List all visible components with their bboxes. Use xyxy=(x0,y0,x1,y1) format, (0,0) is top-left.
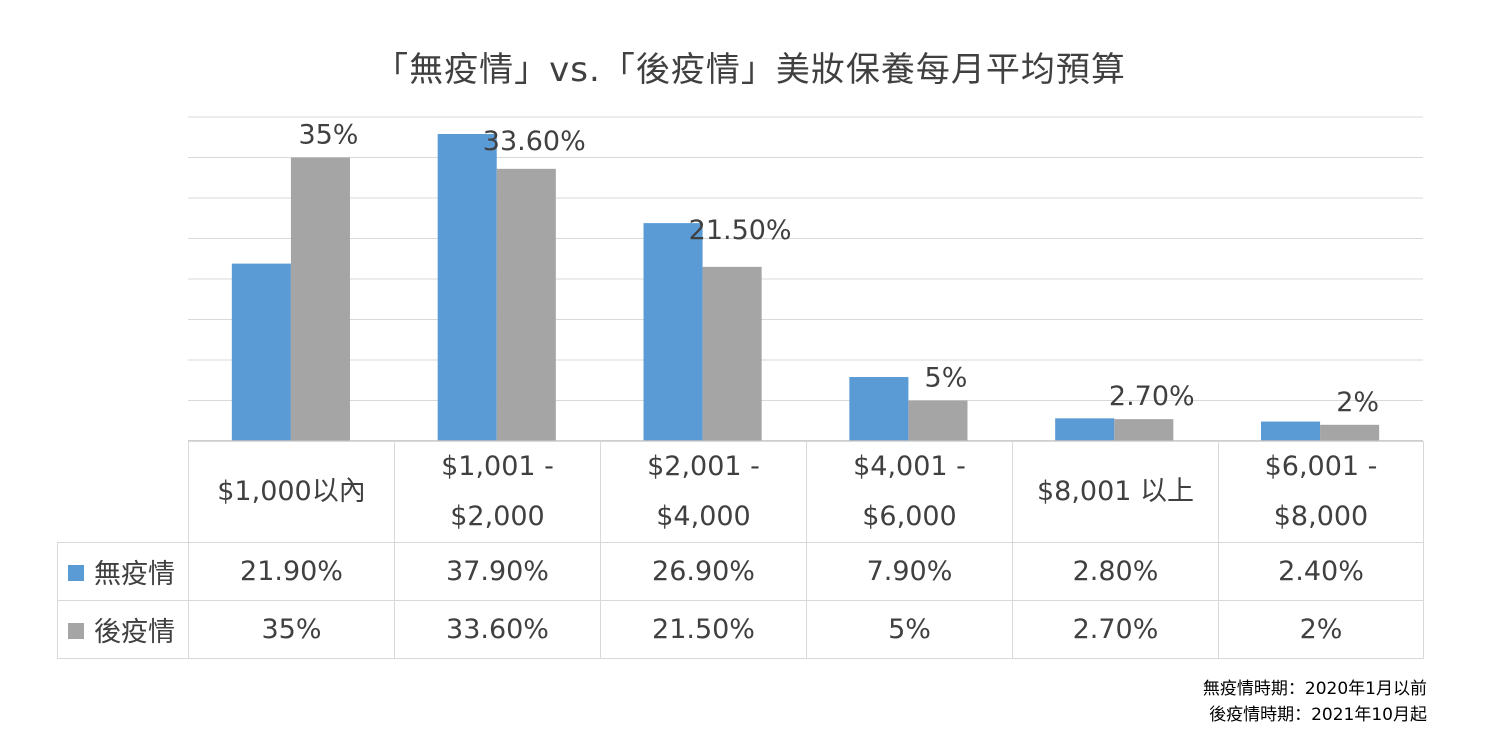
bars-group xyxy=(231,134,1380,441)
bar-series-1 xyxy=(437,134,497,441)
data-label: 2% xyxy=(1336,387,1379,418)
category-label: $8,001 以上 xyxy=(1012,441,1219,543)
table-row-series-2: 後疫情 35% 33.60% 21.50% 5% 2.70% 2% xyxy=(57,600,1424,659)
table-cell: 7.90% xyxy=(806,542,1013,601)
category-row: $1,000以內 $1,001 - $2,000 $2,001 - $4,000… xyxy=(57,441,1424,543)
data-label: 35% xyxy=(298,120,358,151)
footnote-line: 無疫情時期：2020年1月以前 xyxy=(1202,679,1427,699)
category-label: $6,001 - $8,000 xyxy=(1218,441,1424,543)
bar-series-1 xyxy=(231,263,291,441)
table-cell: 5% xyxy=(806,600,1013,659)
bar-series-2 xyxy=(702,266,762,441)
data-table: $1,000以內 $1,001 - $2,000 $2,001 - $4,000… xyxy=(57,441,1424,659)
category-label: $4,001 - $6,000 xyxy=(806,441,1013,543)
gridlines xyxy=(188,116,1423,401)
bar-chart-plot: 35% 33.60% 21.50% 5% 2.70% 2% xyxy=(188,116,1423,442)
legend-swatch-blue xyxy=(68,564,84,581)
bar-series-1 xyxy=(643,223,703,441)
data-label: 5% xyxy=(925,363,968,394)
footnote: 無疫情時期：2020年1月以前 後疫情時期：2021年10月起 xyxy=(1203,676,1427,728)
table-cell: 2% xyxy=(1218,600,1424,659)
footnote-line: 後疫情時期：2021年10月起 xyxy=(1209,705,1427,725)
table-cell: 33.60% xyxy=(394,600,601,659)
bar-series-2 xyxy=(290,157,350,441)
bar-series-1 xyxy=(1261,421,1321,441)
table-cell: 21.90% xyxy=(188,542,395,601)
data-label: 2.70% xyxy=(1109,381,1195,412)
legend-entry-series-2: 後疫情 xyxy=(57,600,189,659)
bar-series-2 xyxy=(496,168,556,441)
bar-series-1 xyxy=(1055,418,1115,441)
legend-label: 後疫情 xyxy=(94,617,175,648)
bar-series-2 xyxy=(908,400,968,441)
category-label: $1,000以內 xyxy=(188,441,395,543)
data-label: 21.50% xyxy=(689,215,792,246)
category-label: $2,001 - $4,000 xyxy=(600,441,807,543)
table-cell: 26.90% xyxy=(600,542,807,601)
chart-title: 「無疫情」vs.「後疫情」美妝保養每月平均預算 xyxy=(374,50,1126,90)
bar-series-1 xyxy=(849,377,909,441)
table-cell: 37.90% xyxy=(394,542,601,601)
table-cell: 2.40% xyxy=(1218,542,1424,601)
bar-series-2 xyxy=(1114,419,1174,441)
table-cell: 2.80% xyxy=(1012,542,1219,601)
table-cell: 35% xyxy=(188,600,395,659)
legend-entry-series-1: 無疫情 xyxy=(57,542,189,601)
data-labels-group: 35% 33.60% 21.50% 5% 2.70% 2% xyxy=(298,120,1379,418)
table-row-series-1: 無疫情 21.90% 37.90% 26.90% 7.90% 2.80% 2.4… xyxy=(57,542,1424,601)
table-cell: 2.70% xyxy=(1012,600,1219,659)
legend-swatch-gray xyxy=(68,622,84,639)
legend-label: 無疫情 xyxy=(94,559,175,590)
table-corner xyxy=(57,441,189,543)
category-label: $1,001 - $2,000 xyxy=(394,441,601,543)
table-cell: 21.50% xyxy=(600,600,807,659)
bar-series-2 xyxy=(1320,424,1380,441)
data-label: 33.60% xyxy=(483,126,586,157)
